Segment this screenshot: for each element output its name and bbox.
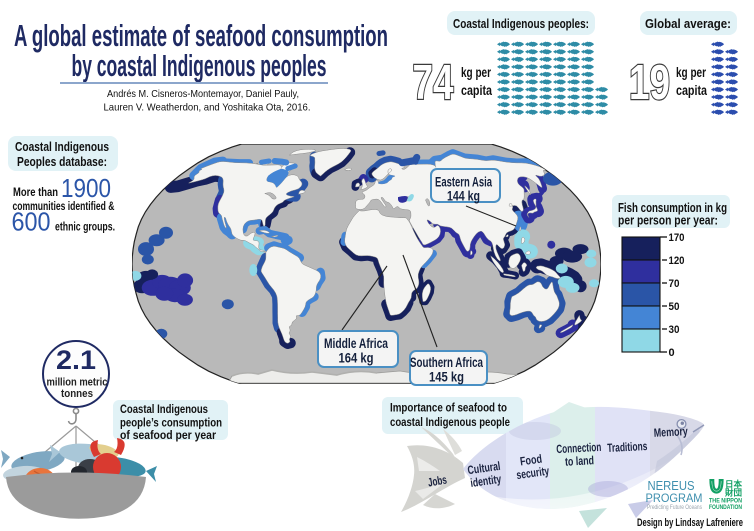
svg-text:to land: to land xyxy=(565,453,595,468)
svg-text:Importance of seafood to: Importance of seafood to xyxy=(390,403,507,415)
svg-text:144 kg: 144 kg xyxy=(447,189,480,204)
svg-text:PROGRAM: PROGRAM xyxy=(646,493,703,505)
svg-text:FOUNDATION: FOUNDATION xyxy=(709,505,742,511)
svg-text:A global estimate of seafood c: A global estimate of seafood consumption xyxy=(14,18,388,53)
svg-text:communities identified &: communities identified & xyxy=(13,201,115,213)
svg-text:19: 19 xyxy=(629,56,670,110)
svg-text:ethnic groups.: ethnic groups. xyxy=(55,222,115,234)
svg-text:capita: capita xyxy=(676,83,707,98)
svg-text:Connection: Connection xyxy=(556,440,602,456)
svg-text:170: 170 xyxy=(669,232,685,244)
svg-text:THE NIPPON: THE NIPPON xyxy=(709,499,742,505)
svg-text:Food: Food xyxy=(519,452,543,469)
svg-text:million metric: million metric xyxy=(47,377,108,389)
svg-text:per person per year:: per person per year: xyxy=(618,214,718,228)
svg-text:Fish consumption in kg: Fish consumption in kg xyxy=(618,201,727,215)
svg-text:30: 30 xyxy=(669,324,680,336)
svg-text:Lauren V. Weatherdon, and Yosh: Lauren V. Weatherdon, and Yoshitaka Ota,… xyxy=(104,103,311,114)
svg-text:Coastal Indigenous: Coastal Indigenous xyxy=(15,139,109,154)
svg-text:Southern Africa: Southern Africa xyxy=(410,355,483,370)
svg-text:Predicting Future Oceans: Predicting Future Oceans xyxy=(647,505,702,511)
svg-text:More than: More than xyxy=(13,187,58,199)
svg-text:kg per: kg per xyxy=(461,65,492,80)
svg-text:財団: 財団 xyxy=(724,488,742,498)
svg-text:coastal Indigenous people: coastal Indigenous people xyxy=(390,417,510,429)
svg-text:日本: 日本 xyxy=(725,479,743,489)
svg-text:security: security xyxy=(515,464,550,482)
svg-text:120: 120 xyxy=(669,255,685,267)
svg-text:of seafood per year: of seafood per year xyxy=(120,430,216,442)
svg-text:Jobs: Jobs xyxy=(427,472,448,489)
svg-text:Traditions: Traditions xyxy=(607,439,648,455)
svg-text:Design by Lindsay Lafreniere: Design by Lindsay Lafreniere xyxy=(637,517,743,529)
svg-text:capita: capita xyxy=(461,83,492,98)
svg-text:Cultural: Cultural xyxy=(467,459,502,477)
svg-text:by coastal Indigenous peoples: by coastal Indigenous peoples xyxy=(72,48,327,83)
svg-text:Coastal Indigenous: Coastal Indigenous xyxy=(120,404,208,416)
svg-text:70: 70 xyxy=(669,278,680,290)
svg-text:600: 600 xyxy=(12,209,51,237)
svg-text:Andrés M. Cisneros-Montemayor,: Andrés M. Cisneros-Montemayor, Daniel Pa… xyxy=(107,89,299,100)
svg-text:Peoples database:: Peoples database: xyxy=(17,154,107,169)
svg-text:50: 50 xyxy=(669,301,680,313)
svg-text:Middle Africa: Middle Africa xyxy=(324,336,388,351)
svg-text:Memory: Memory xyxy=(653,424,688,440)
svg-text:74: 74 xyxy=(413,56,454,110)
svg-text:kg per: kg per xyxy=(676,65,707,80)
svg-text:Eastern Asia: Eastern Asia xyxy=(435,175,492,190)
svg-text:1900: 1900 xyxy=(61,175,111,203)
svg-text:people’s consumption: people’s consumption xyxy=(120,418,222,430)
svg-text:identity: identity xyxy=(469,472,502,490)
svg-text:2.1: 2.1 xyxy=(56,345,96,375)
svg-text:145 kg: 145 kg xyxy=(429,370,464,385)
svg-text:Coastal Indigenous peoples:: Coastal Indigenous peoples: xyxy=(453,16,589,31)
svg-text:0: 0 xyxy=(669,347,675,359)
svg-text:Global average:: Global average: xyxy=(645,16,731,31)
svg-text:164 kg: 164 kg xyxy=(339,351,374,366)
svg-text:NEREUS: NEREUS xyxy=(648,479,695,493)
svg-text:tonnes: tonnes xyxy=(61,388,93,400)
